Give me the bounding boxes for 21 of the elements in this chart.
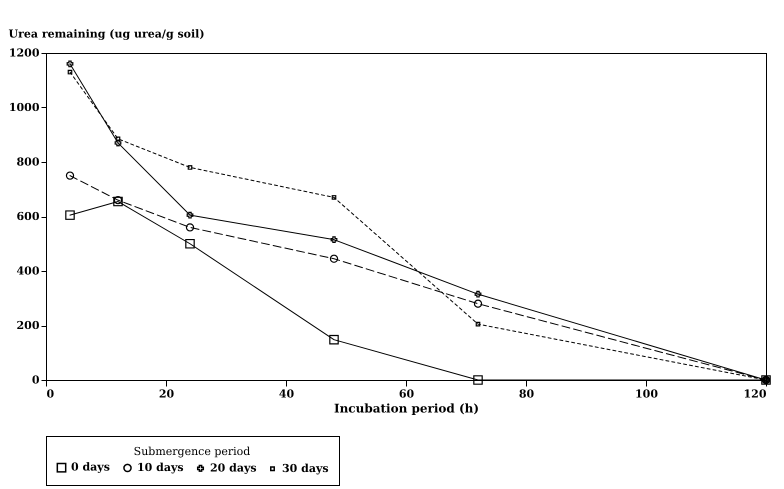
y-tick-label: 600 [16, 210, 40, 223]
x-tick-label: 20 [158, 388, 174, 400]
x-tick-label: 80 [518, 388, 534, 400]
legend-label: 20 days [210, 461, 257, 474]
x-tick-label: 40 [278, 388, 294, 400]
x-tick-label: 60 [398, 388, 414, 400]
y-axis-title: Urea remaining (ug urea/g soil) [8, 28, 205, 40]
y-tick-label: 1200 [8, 46, 40, 60]
y-tick-label: 1000 [8, 101, 40, 114]
y-tick-label: 200 [16, 319, 40, 332]
y-tick-label: 800 [16, 156, 40, 168]
x-tick-label: 120 [744, 388, 767, 400]
x-axis-title: Incubation period (h) [334, 402, 480, 416]
x-tick-label: 100 [635, 388, 658, 400]
legend-label: 30 days [282, 462, 329, 475]
y-tick-label: 0 [32, 374, 40, 386]
y-tick-label: 400 [16, 264, 40, 278]
legend-title: Submergence period [134, 445, 250, 458]
x-tick-label: 0 [46, 388, 54, 400]
legend-label: 0 days [71, 460, 110, 474]
legend-label: 10 days [137, 460, 184, 474]
